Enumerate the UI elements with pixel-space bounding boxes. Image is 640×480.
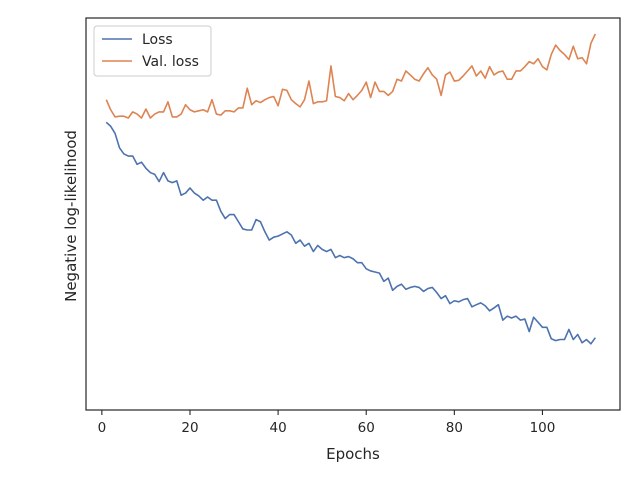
x-tick-label: 60 [358, 420, 375, 436]
series-line-loss [105, 121, 596, 345]
legend-label-val-loss: Val. loss [142, 54, 199, 70]
plot-frame [85, 17, 621, 411]
legend: Loss Val. loss [93, 25, 212, 77]
x-tick-label: 40 [270, 420, 287, 436]
series-lines [105, 33, 597, 345]
x-axis-ticks: 0 20 40 60 80 100 [98, 410, 556, 436]
y-axis-label: Negative log-likelihood [62, 130, 80, 302]
x-tick-label: 20 [181, 420, 198, 436]
x-tick-label: 100 [530, 420, 556, 436]
x-tick-label: 0 [98, 420, 107, 436]
legend-label-loss: Loss [142, 32, 173, 48]
x-axis-label: Epochs [326, 445, 380, 463]
series-line-val-loss [105, 33, 597, 119]
x-tick-label: 80 [446, 420, 463, 436]
